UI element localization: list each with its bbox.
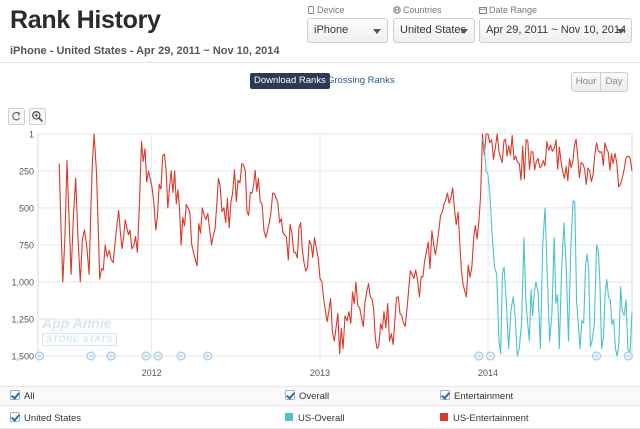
event-marker-icon[interactable]: [34, 351, 44, 361]
hour-button[interactable]: Hour: [571, 72, 601, 92]
event-marker-icon[interactable]: [153, 351, 163, 361]
us-overall-swatch: [285, 413, 293, 421]
entertainment-label: Entertainment: [454, 391, 514, 402]
chevron-down-icon: [460, 29, 468, 34]
united-states-label: United States: [24, 413, 82, 424]
date-range-select-value: Apr 29, 2011 ~ Nov 10, 2014: [486, 24, 627, 36]
chevron-down-icon: [373, 29, 381, 34]
x-tick-label: 2014: [478, 368, 498, 378]
device-icon: [307, 5, 315, 14]
event-marker-icon[interactable]: [486, 351, 496, 361]
chevron-down-icon: [617, 29, 625, 34]
us-entertainment-swatch: [440, 413, 448, 421]
device-select[interactable]: iPhone: [307, 18, 388, 43]
legend-country-row: United States US-Overall US-Entertainmen…: [0, 409, 640, 429]
countries-select[interactable]: United States: [393, 18, 475, 43]
x-tick-label: 2013: [310, 368, 330, 378]
date-range-filter-label: Date Range: [489, 5, 538, 15]
download-ranks-tab[interactable]: Download Ranks: [250, 73, 330, 89]
y-tick-label: 1,250: [11, 314, 34, 324]
all-label: All: [24, 391, 35, 402]
header-divider: [0, 62, 640, 63]
device-select-value: iPhone: [314, 24, 349, 36]
globe-icon: [393, 5, 401, 14]
event-marker-icon[interactable]: [176, 351, 186, 361]
checkbox-icon: [10, 412, 20, 422]
page-title: Rank History: [10, 6, 161, 34]
event-marker-icon[interactable]: [86, 351, 96, 361]
event-marker-icon[interactable]: [141, 351, 151, 361]
countries-filter-label: Countries: [403, 5, 442, 15]
united-states-checkbox[interactable]: United States: [10, 409, 81, 429]
event-marker-icon[interactable]: [592, 351, 602, 361]
date-range-filter: Date Range Apr 29, 2011 ~ Nov 10, 2014: [479, 4, 632, 43]
zoom-button[interactable]: [29, 108, 46, 125]
y-tick-label: 500: [19, 203, 34, 213]
series-line-us-entertainment: [58, 133, 633, 355]
y-tick-label: 1,500: [11, 352, 34, 362]
x-tick-label: 2012: [142, 368, 162, 378]
series-line-us-overall: [481, 138, 633, 357]
device-filter-label: Device: [317, 5, 345, 15]
watermark-line2: STORE STATS: [42, 333, 118, 346]
device-filter: Device iPhone: [307, 4, 388, 43]
event-marker-icon[interactable]: [474, 351, 484, 361]
legend-category-row: All Overall Entertainment: [0, 386, 640, 406]
date-range-select[interactable]: Apr 29, 2011 ~ Nov 10, 2014: [479, 18, 632, 43]
grossing-ranks-tab[interactable]: Grossing Ranks: [327, 75, 395, 86]
calendar-icon: [479, 5, 487, 14]
event-marker-icon[interactable]: [623, 351, 633, 361]
rank-history-chart: 1 250 500 750 1,000 1,250 1,500 2012 2013 2014: [11, 130, 633, 378]
reset-zoom-icon: [9, 111, 24, 128]
y-tick-label: 1: [29, 130, 34, 140]
us-entertainment-label: US-Entertainment: [453, 413, 529, 424]
y-tick-label: 750: [19, 240, 34, 250]
checkbox-icon: [10, 390, 20, 400]
overall-checkbox[interactable]: Overall: [285, 387, 329, 407]
zoom-icon: [30, 111, 45, 128]
legend-us-overall[interactable]: US-Overall: [285, 409, 344, 429]
event-marker-icon[interactable]: [203, 351, 213, 361]
reset-zoom-button[interactable]: [8, 108, 25, 125]
all-checkbox[interactable]: All: [10, 387, 35, 407]
overall-label: Overall: [299, 391, 330, 402]
event-marker-icon[interactable]: [106, 351, 116, 361]
legend-us-entertainment[interactable]: US-Entertainment: [440, 409, 529, 429]
page-subtitle: iPhone - United States - Apr 29, 2011 ~ …: [10, 45, 280, 57]
entertainment-checkbox[interactable]: Entertainment: [440, 387, 513, 407]
day-button[interactable]: Day: [600, 72, 628, 92]
y-tick-label: 1,000: [11, 277, 34, 287]
countries-filter: Countries United States: [393, 4, 475, 43]
countries-select-value: United States: [400, 24, 467, 36]
app-annie-watermark: App Annie STORE STATS: [42, 315, 118, 346]
checkbox-icon: [285, 390, 295, 400]
us-overall-label: US-Overall: [298, 413, 345, 424]
checkbox-icon: [440, 390, 450, 400]
watermark-line1: App Annie: [42, 315, 112, 331]
y-tick-label: 250: [19, 166, 34, 176]
